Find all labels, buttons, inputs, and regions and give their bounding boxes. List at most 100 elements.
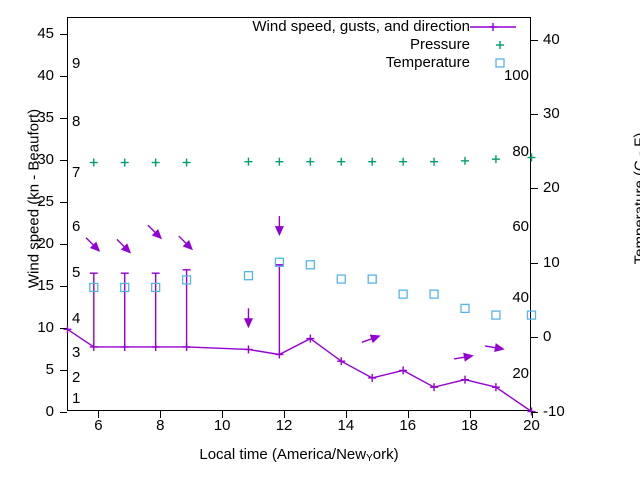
temperature-point (398, 289, 408, 299)
y-tick-left (60, 34, 67, 35)
y-tick-label-left: 40 (37, 67, 54, 85)
wind-direction-arrow-head (151, 229, 163, 240)
y-tick-label-left: 0 (45, 402, 54, 420)
wind-speed-point (337, 357, 346, 366)
beaufort-label: 2 (72, 368, 81, 386)
y-tick-left (60, 76, 67, 77)
x-tick-label: 8 (156, 417, 165, 434)
legend-label-0: Wind speed, gusts, and direction (252, 18, 470, 35)
y-tick-label-right: 0 (543, 328, 552, 346)
wind-speed-point (275, 350, 284, 359)
legend-sample-marker (489, 23, 497, 31)
fahrenheit-label: 80 (512, 142, 529, 160)
y-tick-label-right: 20 (543, 179, 560, 197)
y-tick-label-left: 35 (37, 109, 54, 127)
y-tick-label-left: 10 (37, 318, 54, 336)
wind-direction-arrow-head (369, 334, 381, 344)
x-tick (346, 411, 347, 418)
wind-direction-arrow-head (182, 239, 193, 251)
fahrenheit-label: 100 (503, 67, 529, 85)
temperature-point (181, 275, 192, 285)
y-tick-label-left: 5 (45, 360, 54, 378)
wind-direction-arrow (484, 343, 505, 353)
wind-direction-arrow (274, 216, 284, 237)
wind-direction-arrow (116, 238, 132, 254)
wind-direction-arrow (361, 334, 381, 344)
legend-sample-marker (496, 41, 504, 49)
fahrenheit-label: 20 (512, 364, 529, 382)
fahrenheit-label: 60 (512, 218, 529, 236)
wind-direction-arrow (454, 352, 474, 362)
wind-direction-arrow-head (494, 343, 505, 353)
wind-direction-arrow-head (463, 352, 474, 362)
pressure-point (89, 158, 98, 167)
wind-direction-arrow-head (89, 241, 101, 252)
x-tick-label: 14 (337, 417, 355, 434)
x-tick (470, 411, 471, 418)
y-tick-label-right: 40 (543, 30, 560, 48)
beaufort-label: 6 (72, 218, 81, 236)
x-tick (160, 411, 161, 418)
y-tick-label-right: 30 (543, 105, 560, 123)
wind-speed-point (460, 375, 469, 384)
temperature-point (367, 274, 377, 284)
beaufort-label: 7 (72, 163, 81, 181)
temperature-point (336, 274, 346, 284)
temperature-point (274, 257, 285, 267)
wind-direction-arrow (147, 224, 163, 240)
pressure-point (368, 157, 377, 166)
x-tick-label: 18 (461, 417, 478, 434)
x-tick-label: 6 (94, 417, 103, 434)
legend-label-1: Pressure (409, 36, 470, 53)
pressure-point (430, 157, 439, 166)
pressure-point (337, 157, 346, 166)
beaufort-label: 3 (72, 343, 81, 361)
y-tick-left (60, 244, 67, 245)
beaufort-label: 4 (72, 310, 81, 328)
wind-speed-point (244, 345, 253, 354)
y-tick-right (531, 40, 538, 41)
pressure-point (244, 157, 253, 166)
wind-speed-point (399, 366, 408, 375)
pressure-point (491, 155, 500, 164)
fahrenheit-label: 40 (512, 289, 529, 307)
pressure-point (151, 158, 160, 167)
x-tick (532, 411, 533, 418)
x-tick (222, 411, 223, 418)
y-tick-left (60, 118, 67, 119)
wind-speed-point (527, 407, 536, 416)
pressure-point (182, 158, 191, 167)
wind-speed-point (120, 342, 129, 351)
wind-direction-arrow (178, 235, 193, 251)
y-tick-label-left: 15 (37, 276, 54, 294)
x-tick (408, 411, 409, 418)
temperature-point (151, 282, 161, 293)
y-tick-right (531, 263, 538, 264)
y-tick-label-left: 20 (37, 234, 54, 252)
beaufort-label: 5 (72, 264, 81, 282)
legend-label-2: Temperature (385, 54, 470, 71)
beaufort-label: 9 (72, 54, 81, 72)
wind-speed-point (491, 383, 500, 392)
temperature-point (305, 260, 315, 270)
x-tick-label: 20 (523, 417, 540, 434)
temperature-point (120, 282, 130, 293)
y-tick-right (531, 188, 538, 189)
pressure-point (527, 153, 536, 162)
pressure-point (460, 156, 469, 165)
beaufort-label: 1 (72, 389, 81, 407)
x-tick (98, 411, 99, 418)
y-tick-left (60, 160, 67, 161)
y-tick-left (60, 412, 67, 413)
x-axis-title-text: Local time (America/NewYork) (199, 446, 399, 464)
x-tick (284, 411, 285, 418)
pressure-point (275, 157, 284, 166)
x-axis-title: Local time (America/NewYork) (129, 446, 469, 464)
legend-sample-marker (495, 58, 505, 68)
y-tick-label-left: 25 (37, 192, 54, 210)
wind-speed-point (182, 342, 191, 351)
wind-direction-arrow-head (120, 243, 132, 254)
wind-speed-point (151, 342, 160, 351)
plot-area (67, 17, 531, 411)
